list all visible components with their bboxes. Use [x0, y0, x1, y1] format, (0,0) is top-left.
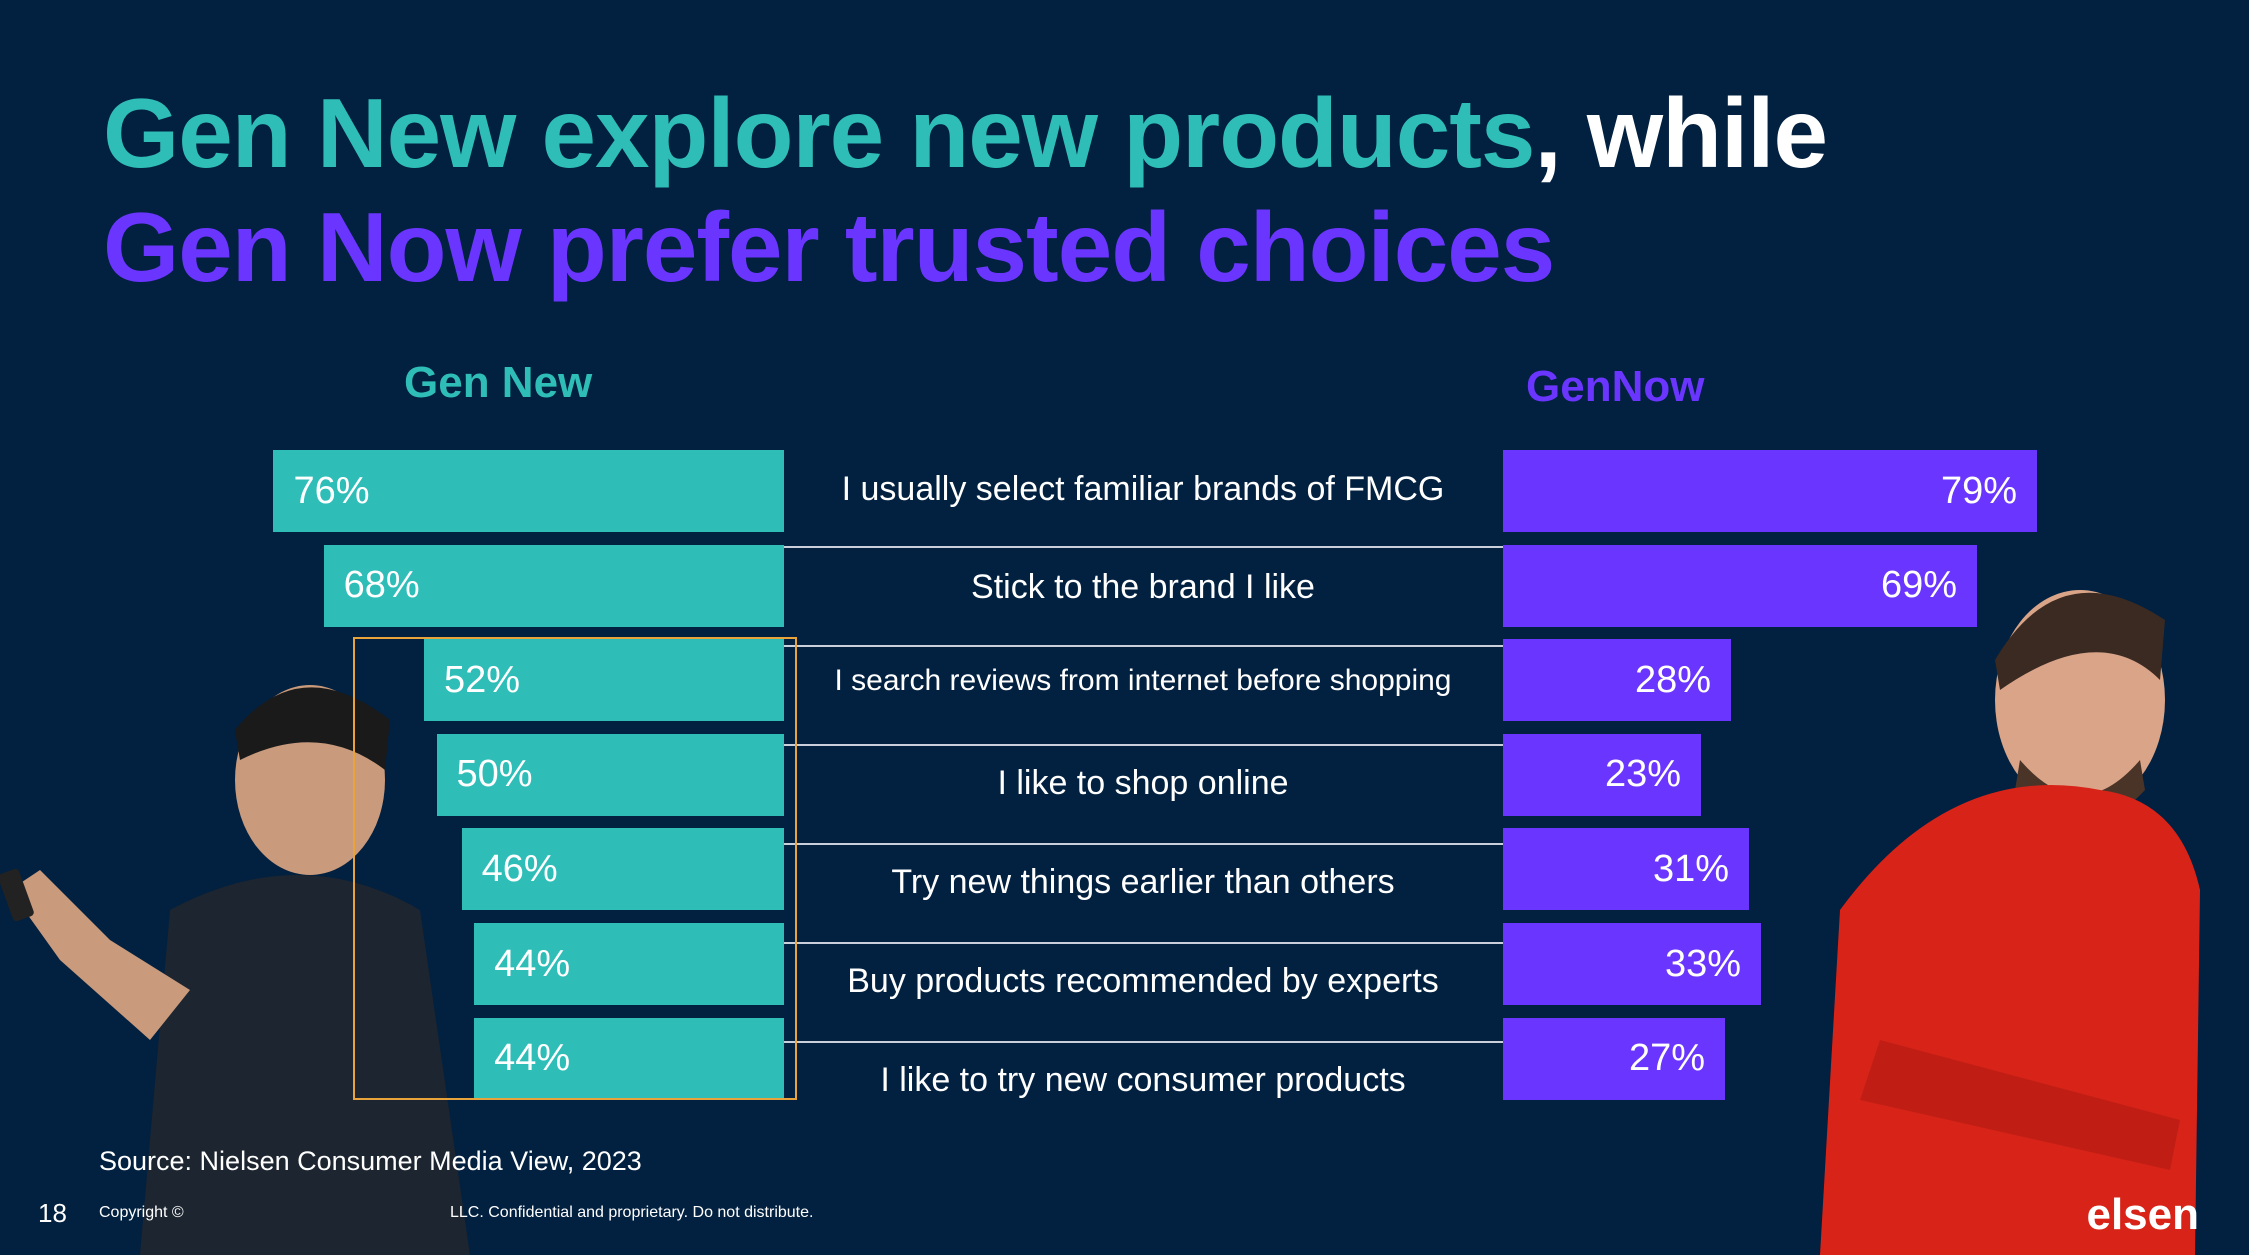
- title-while-text: , while: [1534, 78, 1828, 188]
- gen-new-bar: 46%: [461, 828, 784, 911]
- person-right-image: [1820, 590, 2200, 1255]
- gen-new-bar: 68%: [323, 544, 784, 627]
- category-label: Stick to the brand I like: [971, 568, 1315, 606]
- gennow-header: GenNow: [1526, 362, 1705, 411]
- person-left-image: [0, 685, 470, 1255]
- category-label: Buy products recommended by experts: [847, 962, 1439, 1000]
- gen-new-value-label: 44%: [494, 942, 571, 985]
- gennow-bar: 28%: [1503, 639, 1731, 722]
- gennow-value-label: 28%: [1634, 658, 1711, 701]
- highlight-box: [353, 637, 797, 1100]
- nielsen-logo: elsen: [2086, 1190, 2199, 1239]
- gennow-value-label: 23%: [1604, 753, 1681, 796]
- title-line-1: Gen New explore new products, while: [103, 84, 1828, 182]
- gennow-value-label: 27%: [1628, 1037, 1705, 1080]
- gennow-bar: 23%: [1503, 733, 1701, 816]
- row-divider: [784, 843, 1503, 845]
- category-label: Try new things earlier than others: [891, 863, 1395, 901]
- gen-new-bar: 44%: [474, 923, 784, 1005]
- gennow-bar: 79%: [1503, 450, 2037, 532]
- title-gen-new-text: Gen New explore new products: [103, 78, 1535, 188]
- gen-new-bar: 50%: [436, 733, 784, 816]
- gen-new-bar: 44%: [474, 1017, 784, 1100]
- source-note: Source: Nielsen Consumer Media View, 202…: [99, 1146, 642, 1176]
- category-label: I search reviews from internet before sh…: [834, 664, 1452, 697]
- title-line-2: Gen Now prefer trusted choices: [103, 192, 1555, 302]
- gennow-bar: 33%: [1503, 923, 1761, 1005]
- page-number: 18: [38, 1198, 67, 1228]
- gen-new-value-label: 68%: [343, 564, 420, 607]
- gennow-value-label: 69%: [1880, 564, 1957, 607]
- category-label: I like to try new consumer products: [880, 1061, 1406, 1099]
- row-divider: [784, 1041, 1503, 1043]
- row-divider: [784, 744, 1503, 746]
- gennow-bar: 27%: [1503, 1017, 1725, 1100]
- gen-new-value-label: 52%: [443, 658, 521, 701]
- row-divider: [784, 645, 1503, 647]
- gen-new-value-label: 50%: [456, 753, 533, 796]
- gen-new-value-label: 46%: [481, 847, 558, 890]
- row-divider: [784, 546, 1503, 548]
- copyright-left: Copyright ©: [99, 1204, 184, 1221]
- gennow-value-label: 31%: [1652, 847, 1729, 890]
- gennow-bar: 69%: [1503, 544, 1977, 627]
- gennow-bar: 31%: [1503, 828, 1749, 911]
- gen-new-bar: 76%: [273, 450, 784, 532]
- row-divider: [784, 942, 1503, 944]
- copyright-right: LLC. Confidential and proprietary. Do no…: [450, 1204, 814, 1221]
- category-label: I like to shop online: [997, 764, 1289, 802]
- gen-new-header: Gen New: [404, 358, 593, 407]
- gennow-value-label: 79%: [1940, 469, 2017, 512]
- gennow-value-label: 33%: [1664, 942, 1741, 985]
- gen-new-bar: 52%: [423, 639, 784, 722]
- gen-new-value-label: 44%: [494, 1037, 571, 1080]
- category-label: I usually select familiar brands of FMCG: [841, 470, 1445, 508]
- gen-new-value-label: 76%: [293, 469, 370, 512]
